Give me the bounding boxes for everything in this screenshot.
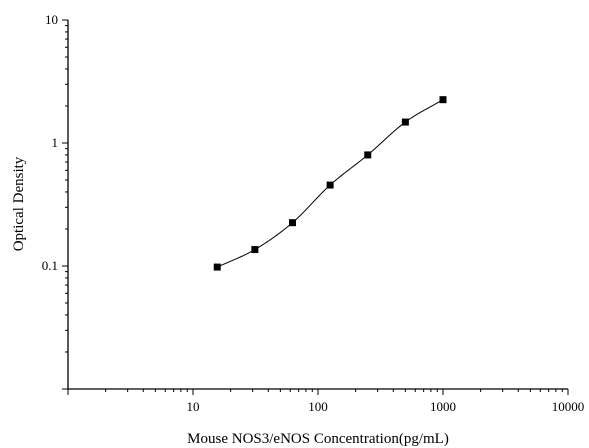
y-tick-label: 1 bbox=[52, 135, 59, 150]
y-axis-title: Optical Density bbox=[11, 156, 27, 251]
data-point bbox=[439, 96, 447, 104]
axes bbox=[67, 20, 568, 390]
data-point bbox=[401, 118, 409, 126]
data-point bbox=[326, 181, 334, 189]
data-point bbox=[364, 151, 372, 159]
x-axis-title: Mouse NOS3/eNOS Concentration(pg/mL) bbox=[187, 431, 449, 447]
y-tick-label: 10 bbox=[45, 12, 58, 27]
x-tick-label: 10000 bbox=[552, 399, 585, 414]
y-tick-label: 0.1 bbox=[42, 258, 58, 273]
x-tick-label: 1000 bbox=[430, 399, 456, 414]
data-point bbox=[213, 263, 221, 271]
data-point bbox=[251, 246, 259, 254]
ticks: 10 100 1000 10000 0.1 1 10 bbox=[42, 12, 585, 414]
x-tick-label: 100 bbox=[308, 399, 328, 414]
data-point bbox=[288, 219, 296, 227]
x-tick-label: 10 bbox=[187, 399, 200, 414]
data-points bbox=[213, 96, 447, 271]
